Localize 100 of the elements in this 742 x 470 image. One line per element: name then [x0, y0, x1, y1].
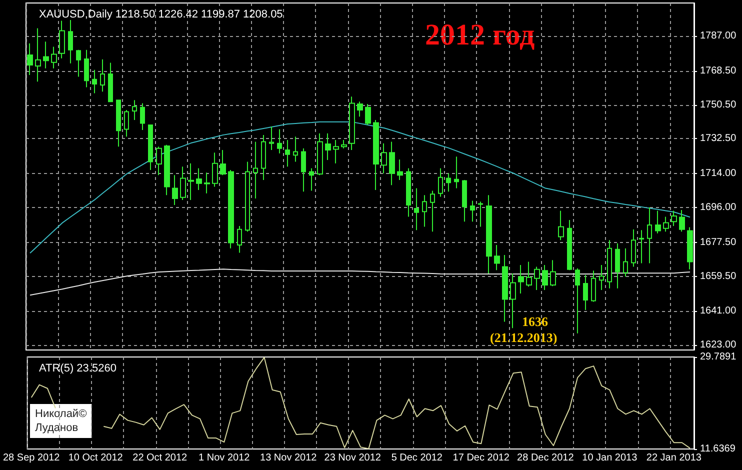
candlestick: [164, 144, 170, 196]
candlestick: [148, 124, 153, 170]
x-tick-label: 5 Dec 2012: [391, 452, 443, 464]
candlestick: [542, 264, 548, 291]
candlestick: [156, 146, 162, 176]
candlestick: [470, 200, 475, 222]
candlestick: [446, 172, 451, 192]
candlestick: [237, 225, 242, 254]
line-series: [30, 121, 690, 254]
candlestick: [124, 110, 129, 138]
candlestick: [414, 188, 419, 231]
candlestick: [285, 140, 290, 168]
x-tick-label: 17 Dec 2012: [452, 452, 510, 464]
candlestick: [253, 141, 258, 199]
candlestick: [599, 264, 604, 291]
candlestick: [100, 58, 105, 92]
candlestick: [502, 254, 508, 322]
candlestick: [309, 168, 314, 192]
annotation: 2012 год: [425, 18, 535, 52]
x-tick-label: 10 Jan 2013: [582, 452, 638, 464]
candlestick: [510, 272, 516, 329]
candlestick: [478, 201, 483, 228]
x-tick-label: 28 Dec 2012: [517, 452, 574, 464]
candlestick: [140, 102, 145, 131]
candlestick: [381, 142, 387, 174]
candlestick: [333, 140, 339, 164]
candlestick: [76, 49, 81, 78]
y-tick-label: 1641.00: [700, 306, 737, 317]
candlestick: [615, 242, 620, 289]
candlestick: [679, 209, 685, 232]
text: XAUUSD,Daily 1218.50 1226.42 1199.87 1208.05: [39, 8, 283, 20]
candlestick: [430, 190, 435, 232]
candlestick: [116, 100, 121, 148]
candlestick: [293, 136, 298, 162]
candlestick: [84, 49, 89, 88]
candlestick: [534, 266, 540, 291]
candlestick: [204, 172, 210, 194]
x-tick-label: 13 Nov 2012: [260, 452, 318, 464]
candlestick: [558, 210, 564, 241]
candlestick: [583, 274, 588, 311]
candlestick: [406, 168, 411, 218]
y-tick-label: 1677.50: [700, 236, 737, 248]
y-tick-label: 1732.50: [700, 133, 737, 144]
candlestick: [631, 228, 636, 268]
candlestick: [462, 179, 467, 222]
candlestick: [108, 62, 113, 102]
candlestick: [663, 216, 669, 232]
candlestick: [301, 148, 306, 192]
y-tick-label: 1714.00: [700, 168, 737, 180]
candlestick: [454, 156, 459, 189]
x-tick-label: 22 Jan 2013: [646, 452, 702, 464]
annotation: 1636: [522, 314, 548, 329]
annotation: Николай© Луданов: [35, 408, 87, 434]
candlestick: [623, 248, 628, 278]
y-tick-label: 29.7891: [700, 352, 737, 362]
x-tick-label: 1 Nov 2012: [198, 452, 250, 464]
candlestick: [494, 244, 500, 271]
candlestick: [575, 268, 580, 334]
x-tick-label: 28 Sep 2012: [2, 452, 60, 464]
candlestick: [212, 152, 218, 188]
y-tick-label: 1750.50: [700, 99, 737, 110]
candlestick: [349, 96, 355, 151]
candlestick: [220, 150, 226, 176]
candlestick: [245, 161, 250, 232]
candlestick: [397, 158, 403, 180]
candlestick: [518, 264, 524, 294]
candlestick: [196, 168, 202, 190]
candlestick: [591, 270, 596, 302]
annotation: (21.12.2013): [490, 330, 558, 345]
y-tick-label: 1768.50: [700, 65, 737, 76]
candlestick: [277, 128, 282, 154]
candlestick: [188, 162, 194, 200]
candlestick: [647, 206, 652, 264]
candlestick: [687, 226, 693, 270]
candlestick: [59, 20, 65, 59]
candlestick: [261, 134, 266, 180]
candlestick: [639, 230, 644, 264]
line-series: [30, 268, 690, 296]
candlestick: [68, 19, 73, 64]
candlestick: [172, 174, 178, 206]
candlestick: [486, 194, 492, 274]
candlestick: [607, 240, 612, 289]
candlestick: [92, 69, 97, 94]
y-tick-label: 1659.50: [700, 270, 737, 282]
candlestick: [567, 219, 572, 271]
candlestick: [655, 210, 661, 234]
candlestick: [341, 140, 347, 149]
candlestick: [269, 126, 274, 151]
candlestick: [317, 132, 323, 176]
candlestick: [671, 210, 677, 226]
candlestick: [389, 141, 395, 186]
candlestick: [357, 101, 363, 118]
candlestick: [325, 132, 331, 161]
candlestick: [180, 166, 186, 200]
x-tick-label: 22 Oct 2012: [132, 452, 188, 464]
y-tick-label: 1623.00: [700, 340, 737, 351]
candlestick: [526, 261, 532, 288]
y-tick-label: 1696.00: [700, 202, 737, 214]
candlestick: [51, 46, 57, 69]
candlestick: [228, 169, 234, 249]
